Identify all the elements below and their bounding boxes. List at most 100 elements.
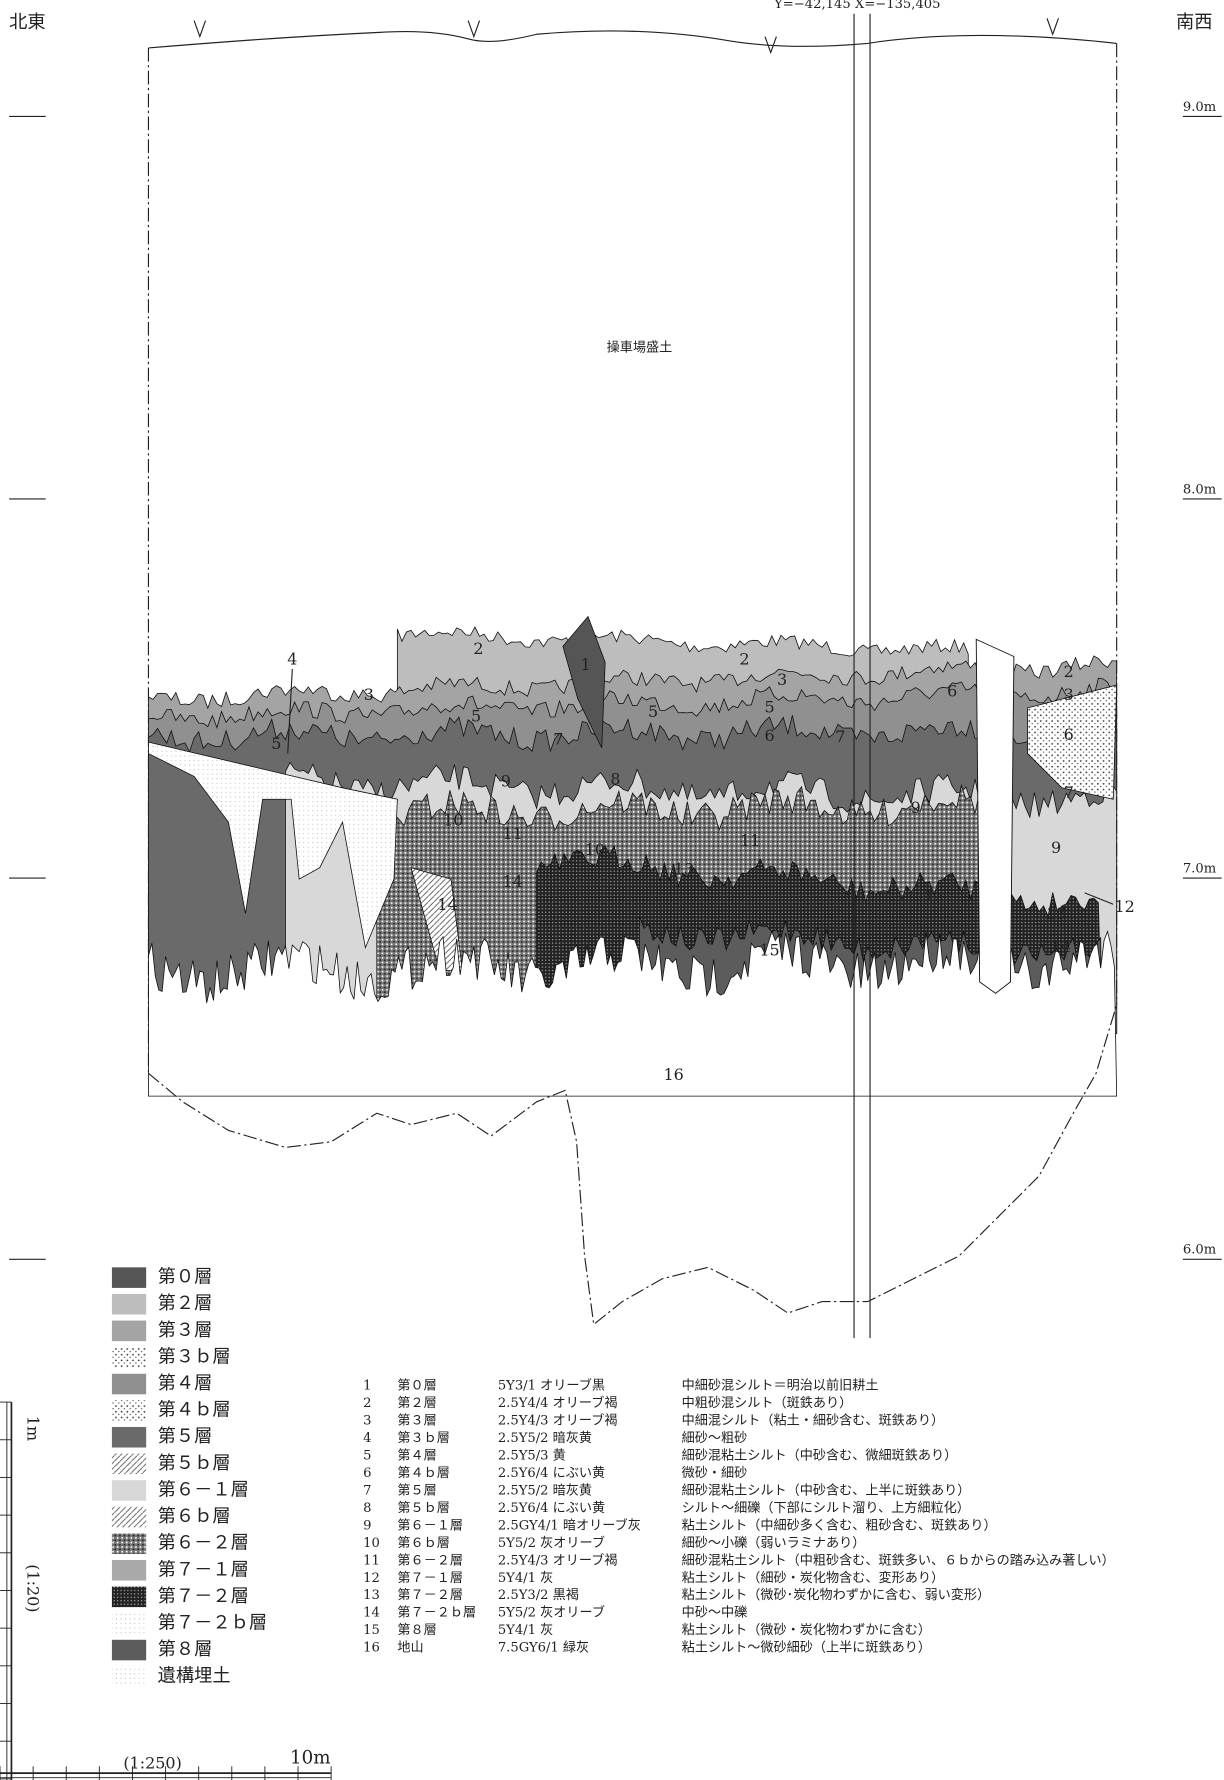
table-cell: 細砂混粘土シルト（中砂含む、上半に斑鉄あり） (682, 1482, 971, 1498)
table-cell: シルト～細礫（下部にシルト溜り、上方細粒化） (682, 1500, 970, 1516)
layer-number: 2 (739, 649, 749, 668)
scale-unit: 1m (23, 1416, 42, 1441)
layer-number: 9 (501, 772, 511, 791)
table-cell: 8 (363, 1501, 371, 1516)
table-cell: 7 (363, 1483, 371, 1498)
coordinate: Y=−42,145 X=−135,405 (773, 0, 940, 12)
scale-ratio: (1:250) (123, 1754, 181, 1773)
table-cell: 1 (363, 1379, 371, 1394)
legend-label: 第２層 (158, 1293, 213, 1314)
table-cell: 第６－２層 (397, 1551, 463, 1568)
table-cell: 第３層 (397, 1412, 436, 1429)
layer-number: 3 (777, 670, 787, 689)
legend-label: 第６－２層 (158, 1533, 249, 1554)
layer-number: 13 (1046, 904, 1066, 923)
layer-number: 14 (1051, 937, 1071, 956)
leader (287, 669, 293, 754)
ground-line (148, 30, 1117, 49)
table-cell: 第２層 (397, 1394, 436, 1411)
legend-swatch (111, 1400, 147, 1421)
table-cell: 細砂混粘土シルト（中粗砂含む、斑鉄多い、６ｂからの踏み込み著しい） (682, 1551, 1115, 1568)
table-cell: 粘土シルト（微砂･炭化物わずかに含む、弱い変形） (682, 1586, 990, 1603)
layer-1 (562, 615, 606, 749)
table-cell: 中粗砂混シルト（斑鉄あり） (682, 1395, 853, 1411)
layer-table: 1 第０層 5Y3/1 オリーブ黒 中細砂混シルト＝明治以前旧耕土 2 第２層 2.5Y4/… (363, 1377, 1115, 1656)
table-cell: 第４層 (397, 1446, 436, 1463)
layer-number: 7 (1064, 783, 1074, 802)
legend-label: 第０層 (158, 1267, 213, 1288)
layer-number: 7 (835, 727, 845, 746)
legend: 第０層第２層第３層第３ｂ層第４層第４ｂ層第５層第５ｂ層第６－１層第６ｂ層第６－２… (111, 1267, 268, 1687)
table-cell: 14 (363, 1606, 380, 1621)
layer-6 (1027, 684, 1118, 800)
table-cell: 第７－１層 (397, 1569, 463, 1586)
legend-label: 第７－２層 (158, 1586, 249, 1607)
table-cell: 細砂～粗砂 (682, 1430, 748, 1446)
table-cell: 5Y4/1 灰 (498, 1570, 553, 1586)
gap (975, 638, 1015, 994)
layer-number: 5 (648, 702, 658, 721)
layer-number: 9 (1051, 838, 1061, 857)
leader (1084, 892, 1114, 905)
table-cell: 3 (363, 1414, 371, 1429)
legend-swatch (111, 1559, 147, 1581)
excavation-limit (147, 43, 1118, 1326)
elevation-label: 6.0m (1183, 1243, 1217, 1258)
table-cell: 2.5Y4/4 オリーブ褐 (498, 1394, 618, 1411)
direction-right: 南西 (1176, 12, 1213, 33)
table-cell: 地山 (397, 1640, 423, 1656)
table-cell: 第７－２層 (397, 1586, 463, 1603)
legend-label: 第５ｂ層 (158, 1453, 231, 1474)
layer-number: 4 (287, 649, 297, 668)
layer-number: 9 (911, 798, 921, 817)
layer-number: 8 (610, 769, 620, 788)
layer-number: 7 (553, 729, 563, 748)
table-cell: 2 (363, 1396, 371, 1411)
table-cell: 5Y5/2 灰オリーブ (498, 1534, 605, 1551)
table-cell: 2.5Y3/2 黒褐 (498, 1587, 579, 1603)
table-cell: 第３ｂ層 (397, 1429, 450, 1446)
table-cell: 粘土シルト（中細砂多く含む、粗砂含む、斑鉄あり） (682, 1516, 997, 1533)
scale-ratio: (1:20) (23, 1564, 42, 1612)
limit-bottom (148, 1004, 1118, 1326)
table-cell: 第７－２ｂ層 (397, 1604, 476, 1621)
table-cell: 2.5Y4/3 オリーブ褐 (498, 1412, 618, 1429)
legend-label: 第３ｂ層 (158, 1346, 231, 1367)
table-cell: 細砂混粘土シルト（中砂含む、微細斑鉄あり） (682, 1447, 958, 1463)
layer-number: 6 (947, 681, 957, 700)
legend-swatch (111, 1533, 147, 1554)
scale-unit: 10m (290, 1747, 331, 1768)
table-cell: 第０層 (397, 1377, 436, 1394)
table-cell: 第８層 (397, 1621, 436, 1638)
layer-16 (148, 930, 1118, 1097)
table-cell: 第４ｂ層 (397, 1464, 450, 1481)
layer-number: 2 (1064, 662, 1074, 681)
fill-label: 操車場盛土 (607, 340, 673, 356)
scale-bars (0, 1401, 332, 1780)
layer-number: 2 (473, 639, 483, 658)
legend-swatch (111, 1320, 147, 1342)
legend-swatch (111, 1426, 147, 1448)
table-cell: 13 (363, 1588, 380, 1603)
table-cell: 15 (363, 1623, 380, 1638)
table-cell: 粘土シルト（微砂・炭化物わずかに含む） (682, 1622, 931, 1638)
table-cell: 2.5Y6/4 にぶい黄 (498, 1465, 605, 1481)
layer-number: 5 (764, 697, 774, 716)
ground-marks (193, 18, 1059, 55)
legend-swatch (111, 1639, 147, 1661)
table-cell: 第６－１層 (397, 1516, 463, 1533)
layer-number: 1 (581, 655, 591, 674)
legend-swatch (111, 1506, 147, 1528)
table-cell: 4 (363, 1431, 371, 1446)
table-cell: 細砂～小礫（弱いラミナあり） (682, 1535, 866, 1551)
table-cell: 2.5GY4/1 暗オリーブ灰 (498, 1516, 641, 1533)
legend-label: 第３層 (158, 1320, 213, 1341)
legend-label: 第４ｂ層 (158, 1400, 231, 1421)
table-cell: 中砂～中礫 (682, 1605, 748, 1621)
table-cell: 5Y3/1 オリーブ黒 (498, 1377, 605, 1394)
legend-label: 第４層 (158, 1373, 213, 1394)
legend-label: 第７－２ｂ層 (158, 1612, 268, 1633)
elevation-label: 7.0m (1183, 861, 1217, 876)
legend-swatch (111, 1293, 147, 1315)
